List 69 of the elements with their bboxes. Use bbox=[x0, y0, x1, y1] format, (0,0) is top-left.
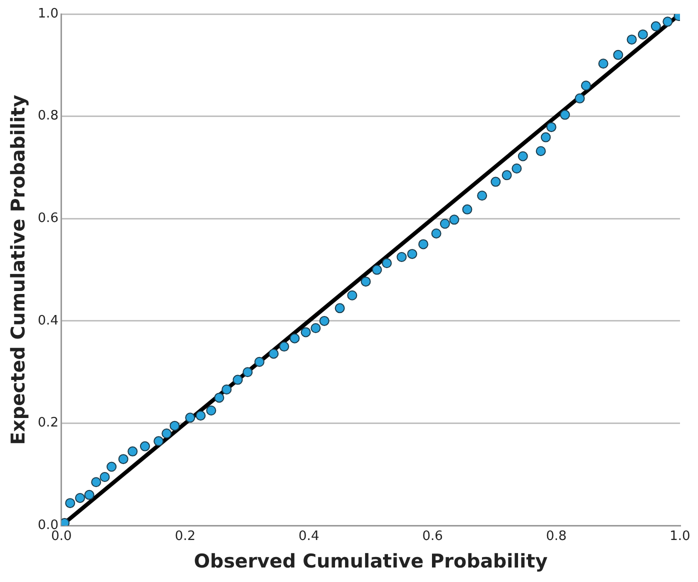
x-tick-label: 0.4 bbox=[298, 528, 320, 544]
point bbox=[84, 490, 94, 500]
point bbox=[91, 477, 102, 488]
point bbox=[580, 80, 591, 91]
point bbox=[128, 446, 138, 456]
x-tick-label: 0.6 bbox=[422, 528, 443, 544]
x-tick-label: 0.8 bbox=[546, 528, 567, 544]
point bbox=[598, 58, 608, 69]
y-axis-title: Expected Cumulative Probability bbox=[7, 94, 30, 445]
point bbox=[268, 348, 279, 359]
point bbox=[319, 316, 330, 326]
point bbox=[546, 122, 556, 132]
point bbox=[140, 441, 150, 452]
point bbox=[650, 21, 661, 32]
point bbox=[100, 472, 110, 482]
y-tick-label: 0.6 bbox=[38, 211, 58, 226]
point bbox=[440, 218, 450, 229]
y-tick-label: 0.4 bbox=[38, 313, 58, 328]
point bbox=[254, 356, 264, 367]
x-tick-label: 1.0 bbox=[670, 528, 690, 544]
point bbox=[512, 164, 522, 174]
point bbox=[290, 333, 300, 344]
point bbox=[300, 327, 311, 338]
point bbox=[431, 228, 442, 238]
point bbox=[347, 290, 358, 300]
y-tick-label: 0.2 bbox=[38, 416, 58, 431]
point bbox=[118, 454, 128, 464]
point bbox=[61, 518, 70, 526]
point bbox=[214, 392, 224, 403]
point bbox=[407, 248, 418, 259]
point bbox=[334, 303, 345, 314]
point bbox=[536, 146, 546, 156]
point bbox=[75, 492, 86, 503]
point bbox=[185, 412, 196, 423]
point bbox=[396, 252, 407, 262]
point bbox=[382, 258, 392, 268]
point bbox=[626, 34, 637, 45]
point bbox=[106, 462, 117, 472]
point bbox=[206, 405, 216, 416]
point bbox=[65, 498, 76, 508]
point bbox=[638, 29, 648, 40]
point bbox=[154, 436, 164, 446]
point bbox=[242, 367, 253, 378]
x-axis-title: Observed Cumulative Probability bbox=[194, 550, 548, 573]
x-tick-label: 0.0 bbox=[51, 528, 72, 544]
point bbox=[540, 132, 551, 142]
point bbox=[560, 110, 570, 120]
y-tick-label: 0.8 bbox=[38, 108, 58, 124]
point bbox=[360, 276, 371, 287]
x-tick-label: 0.2 bbox=[174, 528, 196, 544]
y-tick-label: 1.0 bbox=[38, 6, 58, 22]
point bbox=[310, 323, 321, 334]
point bbox=[613, 50, 624, 60]
point bbox=[518, 151, 528, 162]
point bbox=[490, 176, 501, 187]
point bbox=[372, 264, 382, 275]
point bbox=[162, 428, 172, 439]
point bbox=[279, 342, 290, 352]
point bbox=[449, 214, 460, 225]
point bbox=[477, 190, 488, 201]
point bbox=[502, 170, 512, 180]
point bbox=[574, 93, 585, 104]
point bbox=[662, 16, 673, 27]
point bbox=[418, 239, 428, 250]
point bbox=[196, 410, 206, 421]
point bbox=[170, 420, 180, 431]
point bbox=[462, 204, 472, 214]
point bbox=[232, 374, 243, 385]
point bbox=[222, 384, 232, 395]
